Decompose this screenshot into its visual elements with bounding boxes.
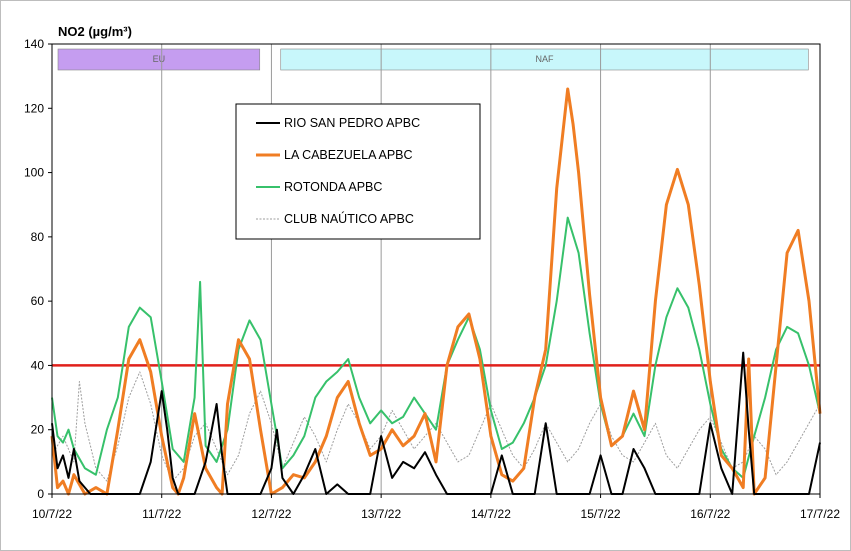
y-tick-label-4: 80 [31, 230, 45, 244]
x-tick-label-1: 11/7/22 [142, 507, 181, 521]
x-tick-label-5: 15/7/22 [581, 507, 621, 521]
legend-label-0: RIO SAN PEDRO APBC [284, 116, 420, 130]
x-tick-label-2: 12/7/22 [251, 507, 291, 521]
y-tick-label-0: 0 [37, 487, 44, 501]
series-line-1 [50, 87, 822, 496]
band-label-0: EU [153, 54, 166, 64]
y-tick-label-1: 20 [31, 423, 45, 437]
y-tick-label-7: 140 [24, 37, 44, 51]
x-tick-label-3: 13/7/22 [361, 507, 401, 521]
legend-box [235, 103, 481, 240]
y-tick-label-5: 100 [24, 166, 44, 180]
x-tick-label-4: 14/7/22 [471, 507, 511, 521]
axes: 0 20 40 60 80 100 120 140 10/7/22 11/7/22 12/7/22 1… [24, 37, 840, 521]
legend-label-1: LA CABEZUELA APBC [284, 148, 413, 162]
x-tick-label-0: 10/7/22 [32, 507, 72, 521]
band-0 [57, 48, 261, 71]
period-bands: EU NAF [57, 48, 809, 71]
legend: RIO SAN PEDRO APBC LA CABEZUELA APBC ROTON… [235, 103, 481, 240]
x-tick-label-6: 16/7/22 [690, 507, 730, 521]
band-1 [280, 48, 809, 71]
band-label-1: NAF [536, 54, 555, 64]
x-tick-label-7: 17/7/22 [800, 507, 840, 521]
chart-title: NO2 (µg/m³) [58, 24, 132, 39]
legend-label-3: CLUB NAÚTICO APBC [284, 211, 414, 226]
y-tick-label-6: 120 [24, 101, 44, 115]
legend-label-2: ROTONDA APBC [284, 180, 382, 194]
plot-area-border [51, 43, 821, 495]
series-line-2 [51, 216, 821, 479]
y-tick-label-3: 60 [31, 294, 45, 308]
y-tick-label-2: 40 [31, 358, 45, 372]
